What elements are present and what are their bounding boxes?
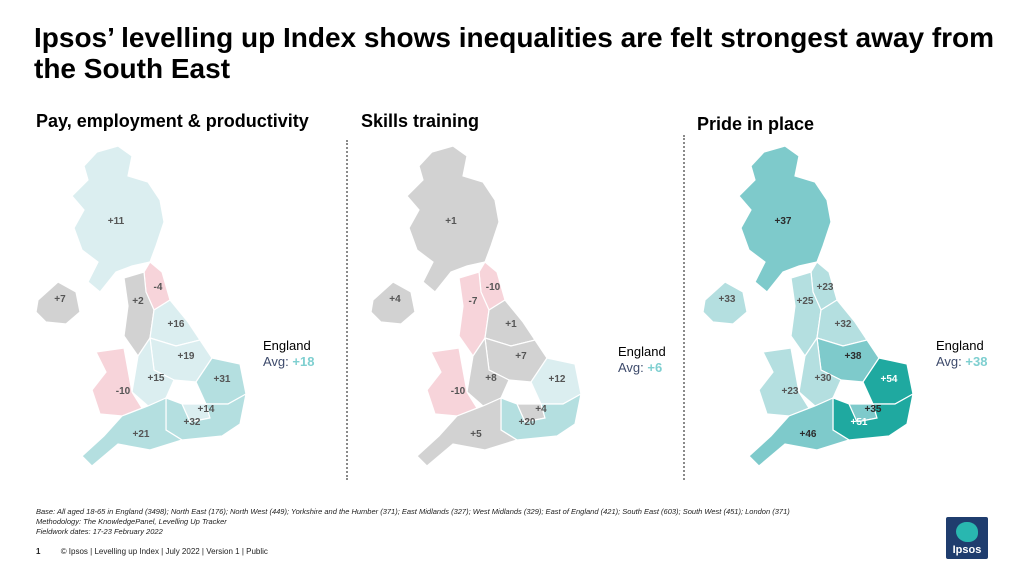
region-label-north-east: +23 — [817, 282, 834, 293]
region-label-north-west: -7 — [469, 296, 478, 307]
panel-title-pride: Pride in place — [697, 114, 815, 134]
region-west-midlands — [798, 336, 842, 407]
region-northern-ireland — [35, 281, 81, 325]
region-label-scotland: +37 — [775, 216, 792, 227]
region-label-south-west: +21 — [133, 429, 150, 440]
region-label-south-west: +46 — [800, 429, 817, 440]
panel-title-skills: Skills training — [361, 111, 480, 131]
region-label-northern-ireland: +33 — [719, 294, 736, 305]
region-label-wales: +23 — [782, 386, 799, 397]
footnote-methodology: Methodology: The KnowledgePanel, Levelli… — [36, 517, 227, 526]
region-label-south-east: +51 — [851, 417, 868, 428]
england-avg-skills: England Avg: +6 — [618, 344, 666, 376]
footer-text: © Ipsos | Levelling up Index | July 2022… — [60, 547, 268, 556]
region-label-north-west: +2 — [132, 296, 144, 307]
england-avg-pride: England Avg: +38 — [936, 338, 987, 370]
region-label-east-midlands: +38 — [845, 351, 862, 362]
avg-label: Avg: — [618, 360, 644, 375]
region-label-east-midlands: +7 — [515, 351, 527, 362]
uk-map-panel-3: +37+33+23+25+32+38+30+23+54+35+51+46 — [702, 145, 914, 467]
ipsos-logo: Ipsos — [946, 517, 988, 559]
footnote-fieldwork: Fieldwork dates: 17-23 February 2022 — [36, 527, 163, 536]
page-number: 1 — [36, 547, 41, 556]
region-label-london: +4 — [535, 404, 547, 415]
region-label-east-of-england: +31 — [214, 374, 231, 385]
region-label-northern-ireland: +4 — [389, 294, 401, 305]
panel-divider-1 — [346, 140, 348, 480]
footnote-base: Base: All aged 18-65 in England (3498); … — [36, 507, 790, 516]
logo-text: Ipsos — [952, 544, 982, 556]
region-label-yorkshire: +1 — [505, 319, 517, 330]
region-label-west-midlands: +30 — [815, 373, 832, 384]
region-label-south-east: +20 — [519, 417, 536, 428]
region-south-west — [748, 397, 851, 467]
england-label: England — [618, 344, 666, 359]
region-scotland — [738, 145, 832, 293]
region-label-yorkshire: +32 — [835, 319, 852, 330]
avg-label: Avg: — [263, 354, 289, 369]
slide-title: Ipsos’ levelling up Index shows inequali… — [34, 22, 995, 84]
region-northern-ireland — [370, 281, 416, 325]
panel-divider-2 — [683, 135, 685, 480]
avg-value: +18 — [292, 354, 315, 369]
avg-label: Avg: — [936, 354, 962, 369]
region-label-london: +35 — [865, 404, 882, 415]
region-scotland — [71, 145, 165, 293]
england-label: England — [263, 338, 311, 353]
region-label-wales: -10 — [116, 386, 131, 397]
region-label-west-midlands: +15 — [148, 373, 165, 384]
region-south-west — [416, 397, 519, 467]
region-northern-ireland — [702, 281, 748, 325]
region-west-midlands — [466, 336, 510, 407]
avg-value: +6 — [647, 360, 663, 375]
region-scotland — [406, 145, 500, 293]
region-label-east-midlands: +19 — [178, 351, 195, 362]
region-label-west-midlands: +8 — [485, 373, 497, 384]
region-label-scotland: +1 — [445, 216, 457, 227]
region-label-yorkshire: +16 — [168, 319, 185, 330]
region-label-scotland: +11 — [108, 216, 125, 227]
region-label-wales: -10 — [451, 386, 466, 397]
region-label-east-of-england: +54 — [881, 374, 898, 385]
region-south-west — [81, 397, 184, 467]
uk-map-panel-2: +1 +4 -10 -7 +1 +7 +8 -10 +12 +4 +20 +5 — [370, 145, 582, 467]
region-label-east-of-england: +12 — [549, 374, 566, 385]
logo-mark-icon — [956, 522, 978, 542]
panel-title-pay: Pay, employment & productivity — [36, 111, 309, 131]
region-label-south-west: +5 — [470, 429, 482, 440]
uk-map-panel-1: +11 +7 -4 +2 +16 +19 +15 -10 +31 +14 +32 +21 — [35, 145, 247, 467]
england-label: England — [936, 338, 984, 353]
region-label-south-east: +32 — [184, 417, 201, 428]
avg-value: +38 — [965, 354, 988, 369]
england-avg-pay: England Avg: +18 — [263, 338, 314, 370]
footer: 1 © Ipsos | Levelling up Index | July 20… — [36, 547, 268, 556]
region-label-north-east: -4 — [154, 282, 163, 293]
region-label-north-east: -10 — [486, 282, 501, 293]
region-label-northern-ireland: +7 — [54, 294, 66, 305]
region-west-midlands — [131, 336, 175, 407]
region-label-north-west: +25 — [797, 296, 814, 307]
region-label-london: +14 — [198, 404, 215, 415]
